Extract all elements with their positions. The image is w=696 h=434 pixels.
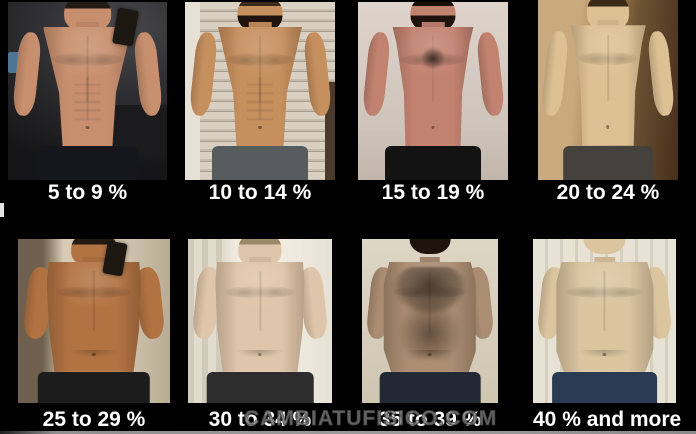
navel bbox=[85, 125, 90, 130]
navel bbox=[606, 125, 610, 129]
figure-head bbox=[409, 239, 451, 254]
belly-crease bbox=[63, 349, 125, 361]
photo-body-fat-40-and-more bbox=[533, 239, 676, 403]
label-35-to-39-percent: 35 to 39 % bbox=[378, 408, 482, 431]
figure-torso bbox=[383, 261, 477, 372]
figure-arm-left bbox=[540, 29, 569, 116]
figure-pants bbox=[36, 146, 139, 180]
site-watermark: CAMBIATUFISICO.COM bbox=[244, 407, 498, 431]
bottom-border-line bbox=[0, 431, 696, 434]
figure-pants bbox=[385, 146, 481, 180]
label-40-and-more: 40 % and more bbox=[533, 408, 682, 431]
figure-torso bbox=[555, 261, 654, 372]
label-5-to-9-percent: 5 to 9 % bbox=[47, 181, 128, 204]
figure-pants bbox=[563, 145, 653, 180]
label-25-to-29-percent: 25 to 29 % bbox=[42, 408, 146, 431]
figure-pants bbox=[379, 371, 481, 403]
photo-body-fat-30-to-34 bbox=[188, 239, 332, 403]
body-hair-overlay bbox=[391, 267, 469, 359]
figure-pants bbox=[206, 371, 314, 403]
abs-definition bbox=[247, 76, 273, 120]
label-30-to-34-percent: 30 to 34 % bbox=[208, 408, 312, 431]
male-figure bbox=[18, 239, 170, 403]
navel bbox=[602, 353, 607, 357]
male-figure bbox=[188, 239, 332, 403]
male-figure bbox=[538, 0, 678, 180]
male-figure bbox=[362, 239, 498, 403]
male-figure bbox=[533, 239, 676, 403]
navel bbox=[92, 353, 96, 357]
chest-hair-patch bbox=[417, 47, 449, 75]
navel bbox=[258, 353, 262, 357]
male-figure bbox=[8, 2, 167, 180]
navel bbox=[258, 125, 262, 130]
photo-body-fat-15-to-19 bbox=[358, 2, 508, 180]
figure-pants bbox=[37, 371, 151, 403]
navel bbox=[431, 125, 435, 130]
male-figure bbox=[185, 2, 335, 180]
figure-torso bbox=[570, 25, 646, 146]
figure-torso bbox=[46, 261, 142, 372]
photo-body-fat-5-to-9 bbox=[8, 2, 167, 180]
dark-door-edge bbox=[324, 82, 335, 180]
figure-arm-right bbox=[647, 29, 676, 116]
figure-arm-right bbox=[132, 31, 164, 117]
figure-head bbox=[583, 239, 626, 254]
figure-torso bbox=[392, 26, 474, 147]
photo-body-fat-20-to-24 bbox=[538, 0, 678, 180]
belly-crease bbox=[573, 349, 636, 361]
figure-pants bbox=[551, 371, 658, 403]
figure-torso bbox=[42, 26, 133, 147]
left-edge-artifact bbox=[0, 203, 4, 217]
figure-pants bbox=[212, 146, 308, 180]
figure-torso bbox=[218, 26, 302, 147]
smartphone bbox=[111, 7, 139, 47]
photo-body-fat-35-to-39 bbox=[362, 239, 498, 403]
label-15-to-19-percent: 15 to 19 % bbox=[381, 181, 485, 204]
figure-arm-left bbox=[188, 31, 218, 117]
figure-arm-right bbox=[302, 31, 332, 117]
belly-crease bbox=[231, 349, 289, 361]
male-figure bbox=[358, 2, 508, 180]
figure-arm-left bbox=[11, 31, 43, 117]
abs-definition bbox=[74, 76, 101, 120]
figure-arm-right bbox=[475, 31, 505, 117]
photo-body-fat-10-to-14 bbox=[185, 2, 335, 180]
figure-arm-left bbox=[361, 31, 391, 117]
label-10-to-14-percent: 10 to 14 % bbox=[208, 181, 312, 204]
figure-torso bbox=[215, 261, 305, 372]
photo-body-fat-25-to-29 bbox=[18, 239, 170, 403]
label-20-to-24-percent: 20 to 24 % bbox=[556, 181, 660, 204]
